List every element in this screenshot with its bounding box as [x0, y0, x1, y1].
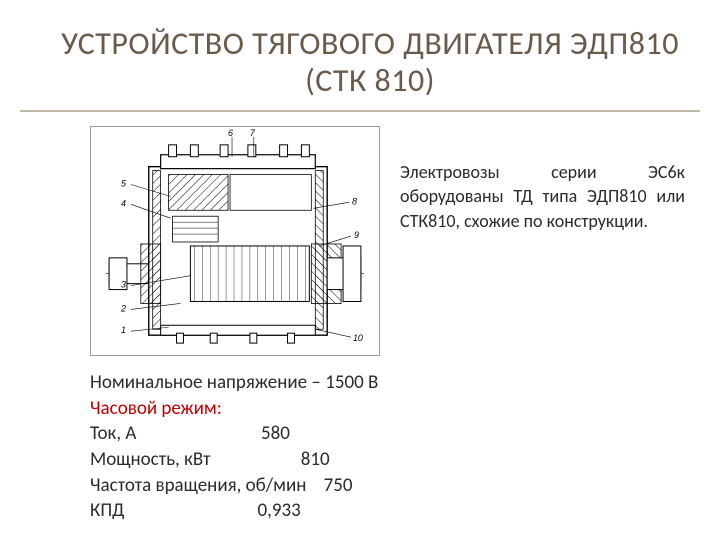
callout-1: 1 — [121, 325, 126, 335]
callout-7: 7 — [250, 128, 256, 138]
spec-voltage: Номинальное напряжение – 1500 В — [90, 370, 610, 396]
callout-4: 4 — [121, 198, 126, 208]
callout-8: 8 — [352, 196, 357, 206]
spec-hour-mode-label: Часовой режим: — [90, 396, 610, 422]
slide-title: УСТРОЙСТВО ТЯГОВОГО ДВИГАТЕЛЯ ЭДП810 (СТ… — [60, 26, 680, 100]
callout-5: 5 — [121, 178, 126, 188]
callout-9: 9 — [354, 230, 359, 240]
title-underline — [20, 110, 700, 112]
callout-6: 6 — [228, 128, 233, 138]
callout-10: 10 — [353, 333, 363, 343]
side-paragraph: Электровозы серии ЭС6к оборудованы ТД ти… — [400, 160, 685, 233]
spec-rpm: Частота вращения, об/мин 750 — [90, 473, 610, 499]
specs-block: Номинальное напряжение – 1500 В Часовой … — [90, 370, 610, 524]
motor-cross-section-figure: 6 7 5 4 3 2 1 8 9 10 — [90, 126, 380, 356]
callout-3: 3 — [121, 280, 126, 290]
spec-power: Мощность, кВт 810 — [90, 447, 610, 473]
motor-svg: 6 7 5 4 3 2 1 8 9 10 — [91, 127, 379, 355]
spec-current: Ток, А 580 — [90, 421, 610, 447]
spec-efficiency: КПД 0,933 — [90, 498, 610, 524]
callout-2: 2 — [120, 303, 126, 313]
